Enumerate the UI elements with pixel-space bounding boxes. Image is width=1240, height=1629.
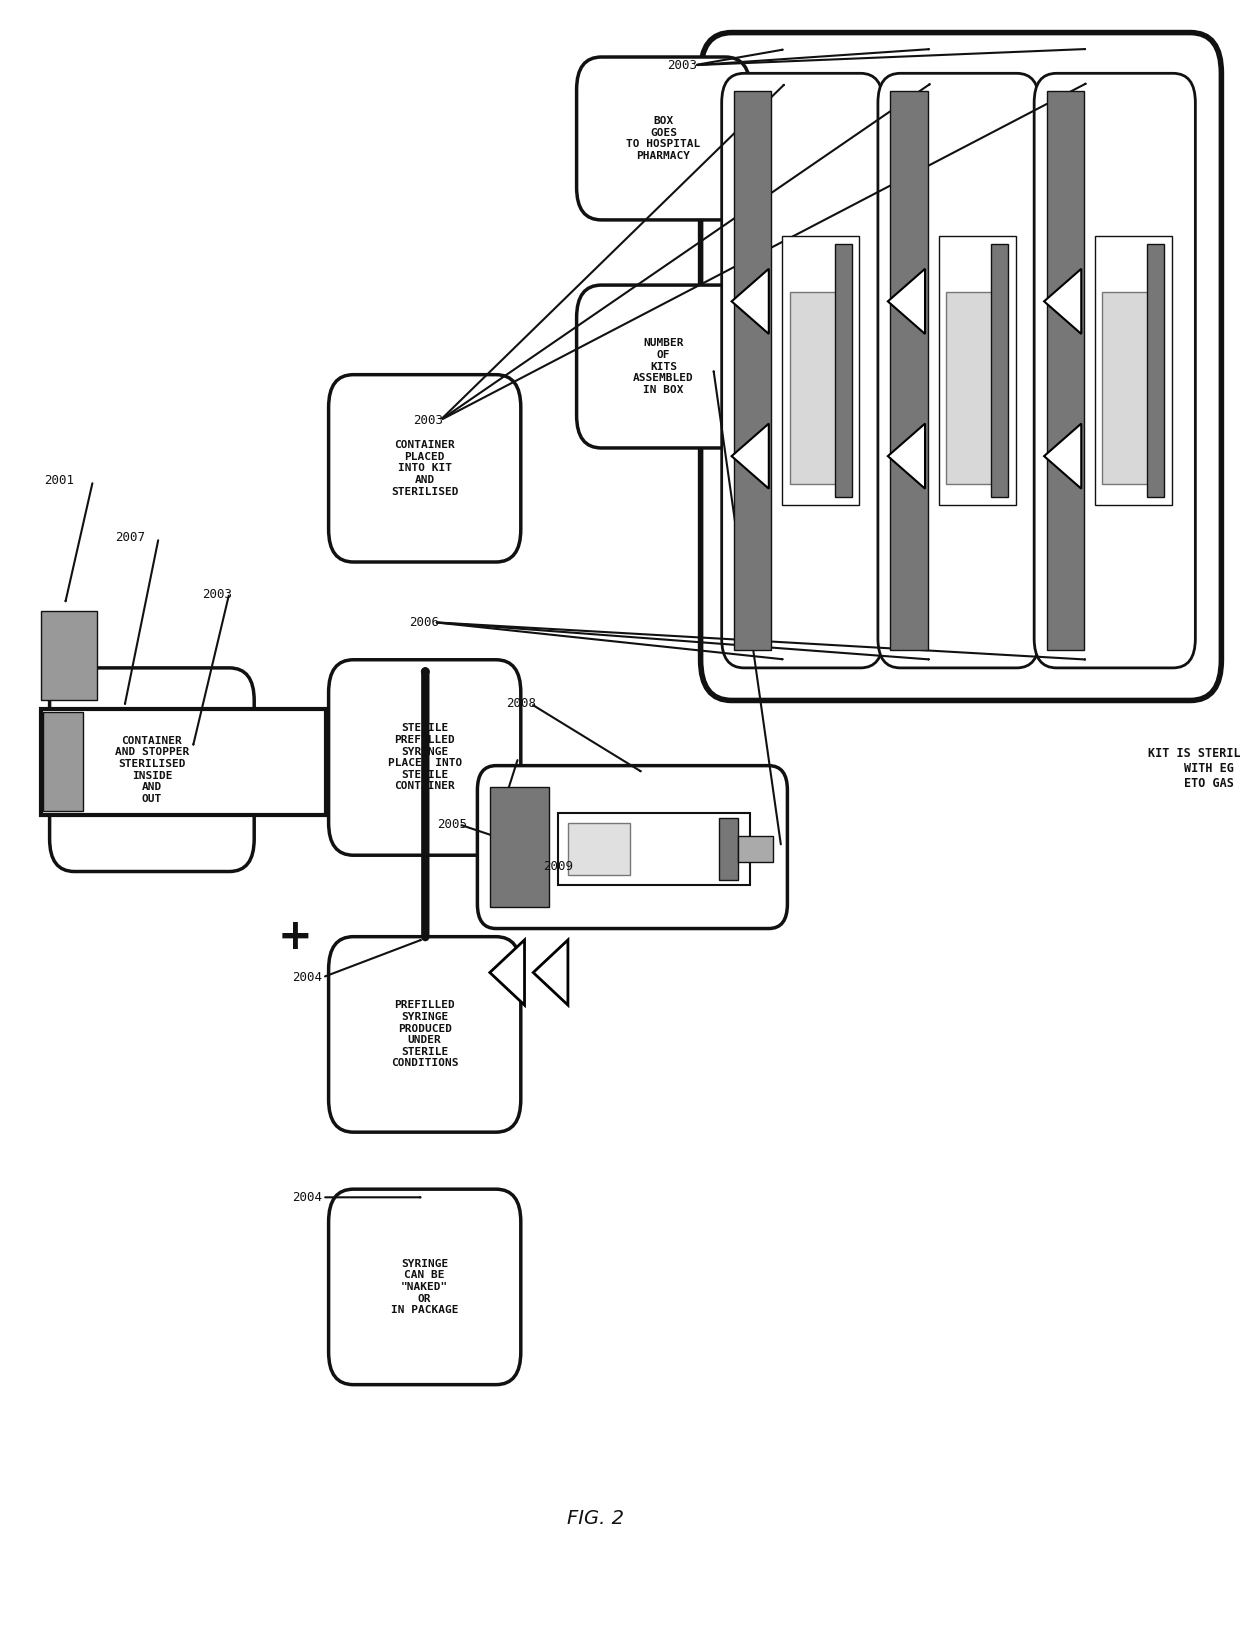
- Text: 2009: 2009: [543, 860, 573, 873]
- Polygon shape: [1044, 269, 1081, 334]
- FancyBboxPatch shape: [1034, 73, 1195, 668]
- Bar: [991, 244, 1008, 497]
- Polygon shape: [490, 940, 525, 1005]
- Bar: [946, 292, 993, 484]
- Polygon shape: [732, 269, 769, 334]
- Text: 2001: 2001: [45, 474, 74, 487]
- FancyBboxPatch shape: [477, 766, 787, 929]
- Text: NUMBER
OF
KITS
ASSEMBLED
IN BOX: NUMBER OF KITS ASSEMBLED IN BOX: [634, 339, 693, 394]
- Text: +: +: [278, 915, 312, 958]
- Bar: [719, 818, 738, 880]
- FancyBboxPatch shape: [50, 668, 254, 872]
- Text: CONTAINER
PLACED
INTO KIT
AND
STERILISED: CONTAINER PLACED INTO KIT AND STERILISED: [391, 440, 459, 497]
- Text: 2005: 2005: [438, 818, 467, 831]
- Text: 2003: 2003: [202, 588, 232, 601]
- Polygon shape: [888, 269, 925, 334]
- FancyBboxPatch shape: [329, 375, 521, 562]
- Bar: [1147, 244, 1164, 497]
- FancyBboxPatch shape: [329, 1189, 521, 1385]
- Bar: [1095, 236, 1172, 505]
- Bar: [890, 91, 928, 650]
- Bar: [43, 712, 83, 811]
- Text: 2004: 2004: [293, 1191, 322, 1204]
- FancyBboxPatch shape: [722, 73, 883, 668]
- Text: CONTAINER
AND STOPPER
STERILISED
INSIDE
AND
OUT: CONTAINER AND STOPPER STERILISED INSIDE …: [115, 736, 188, 803]
- Text: 2007: 2007: [115, 531, 145, 544]
- Polygon shape: [732, 424, 769, 489]
- FancyBboxPatch shape: [878, 73, 1039, 668]
- Text: 2003: 2003: [413, 414, 443, 427]
- Text: KIT IS STERILISED
WITH EG
ETO GAS: KIT IS STERILISED WITH EG ETO GAS: [1148, 748, 1240, 790]
- Text: FIG. 2: FIG. 2: [567, 1508, 624, 1528]
- FancyBboxPatch shape: [701, 33, 1221, 700]
- Bar: [41, 611, 97, 700]
- Bar: [1047, 91, 1084, 650]
- FancyBboxPatch shape: [577, 285, 750, 448]
- Bar: [568, 823, 630, 875]
- Text: 2006: 2006: [409, 616, 439, 629]
- Polygon shape: [888, 424, 925, 489]
- Bar: [1102, 292, 1149, 484]
- FancyBboxPatch shape: [577, 57, 750, 220]
- Bar: [734, 91, 771, 650]
- Bar: [490, 787, 549, 907]
- Polygon shape: [533, 940, 568, 1005]
- Bar: [41, 709, 326, 814]
- Bar: [790, 292, 837, 484]
- Text: PREFILLED
SYRINGE
PRODUCED
UNDER
STERILE
CONDITIONS: PREFILLED SYRINGE PRODUCED UNDER STERILE…: [391, 1000, 459, 1069]
- FancyBboxPatch shape: [329, 660, 521, 855]
- Bar: [738, 836, 773, 862]
- Bar: [835, 244, 852, 497]
- Text: 2003: 2003: [667, 59, 697, 72]
- Polygon shape: [1044, 424, 1081, 489]
- Text: 2004: 2004: [293, 971, 322, 984]
- Text: STERILE
PREFILLED
SYRINGE
PLACED INTO
STERILE
CONTAINER: STERILE PREFILLED SYRINGE PLACED INTO ST…: [388, 723, 461, 792]
- Bar: [558, 813, 750, 885]
- Text: SYRINGE
CAN BE
"NAKED"
OR
IN PACKAGE: SYRINGE CAN BE "NAKED" OR IN PACKAGE: [391, 1259, 459, 1315]
- Text: BOX
GOES
TO HOSPITAL
PHARMACY: BOX GOES TO HOSPITAL PHARMACY: [626, 116, 701, 161]
- Text: 2008: 2008: [506, 697, 536, 710]
- FancyBboxPatch shape: [329, 937, 521, 1132]
- Bar: [782, 236, 859, 505]
- Bar: [939, 236, 1016, 505]
